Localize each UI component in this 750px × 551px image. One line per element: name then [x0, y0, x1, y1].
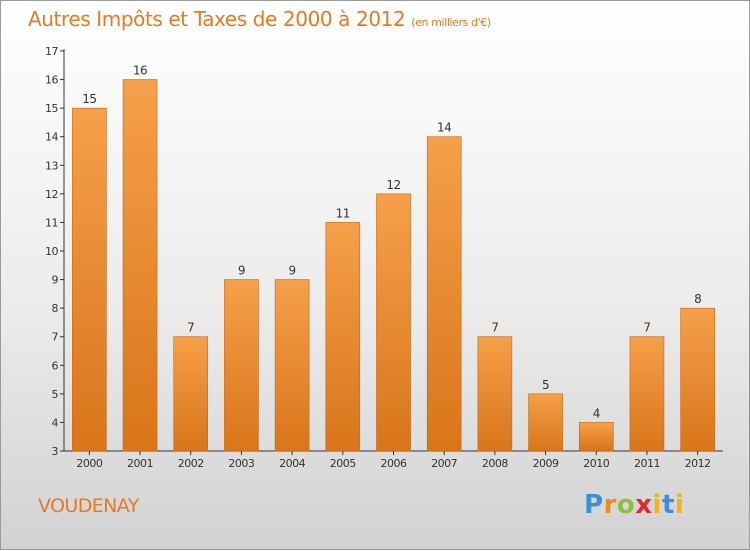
proxiti-logo: Proxiti — [584, 490, 685, 520]
chart-title: Autres Impôts et Taxes de 2000 à 2012 (en… — [28, 7, 491, 31]
x-tick-label: 2009 — [533, 457, 559, 470]
data-label: 14 — [437, 121, 451, 135]
data-label: 9 — [289, 264, 296, 278]
data-label: 5 — [542, 378, 549, 392]
x-tick-label: 2000 — [76, 457, 102, 470]
data-label: 12 — [386, 178, 400, 192]
y-tick-label: 12 — [45, 188, 58, 201]
x-tick-label: 2002 — [178, 457, 204, 470]
bar — [426, 136, 462, 452]
bar — [72, 107, 107, 452]
bar — [477, 336, 513, 452]
y-tick-label: 17 — [45, 45, 58, 58]
x-tick-label: 2004 — [279, 457, 305, 470]
data-label: 16 — [133, 64, 147, 78]
title-text: Autres Impôts et Taxes de 2000 à 2012 — [28, 7, 406, 31]
y-tick-label: 5 — [52, 388, 59, 401]
bar — [173, 336, 209, 452]
y-tick-label: 16 — [45, 74, 58, 87]
bar — [274, 279, 310, 452]
bar — [376, 193, 411, 452]
x-tick-label: 2011 — [634, 457, 660, 470]
x-tick-label: 2003 — [228, 457, 254, 470]
data-label: 8 — [694, 292, 701, 306]
data-label: 7 — [643, 321, 650, 335]
y-tick-label: 6 — [52, 359, 59, 372]
bar — [122, 79, 158, 452]
data-label: 7 — [187, 321, 194, 335]
place-name: VOUDENAY — [38, 495, 139, 517]
y-tick-label: 10 — [45, 245, 58, 258]
y-tick-label: 7 — [52, 331, 59, 344]
y-tick-label: 14 — [45, 131, 58, 144]
y-tick-label: 8 — [52, 302, 59, 315]
x-tick-label: 2012 — [685, 457, 711, 470]
x-tick-label: 2008 — [482, 457, 508, 470]
bar — [325, 222, 361, 452]
data-label: 15 — [82, 92, 96, 106]
y-tick-label: 13 — [45, 159, 58, 172]
x-tick-label: 2007 — [431, 457, 457, 470]
data-label: 4 — [593, 406, 600, 420]
data-label: 11 — [336, 206, 350, 220]
x-tick-label: 2005 — [330, 457, 356, 470]
bar — [578, 422, 614, 452]
x-tick-label: 2010 — [583, 457, 609, 470]
y-tick-label: 3 — [52, 445, 59, 458]
bar — [629, 336, 665, 452]
y-tick-label: 4 — [52, 416, 59, 429]
y-tick-label: 9 — [52, 274, 59, 287]
bar — [224, 279, 259, 452]
x-tick-label: 2001 — [127, 457, 153, 470]
y-tick-label: 11 — [45, 216, 58, 229]
bar — [680, 307, 715, 452]
unit-label: (en milliers d'€) — [411, 16, 491, 29]
y-tick-label: 15 — [45, 102, 58, 115]
data-label: 9 — [238, 264, 245, 278]
x-tick-label: 2006 — [381, 457, 407, 470]
data-label: 7 — [491, 321, 498, 335]
bar — [528, 393, 563, 452]
